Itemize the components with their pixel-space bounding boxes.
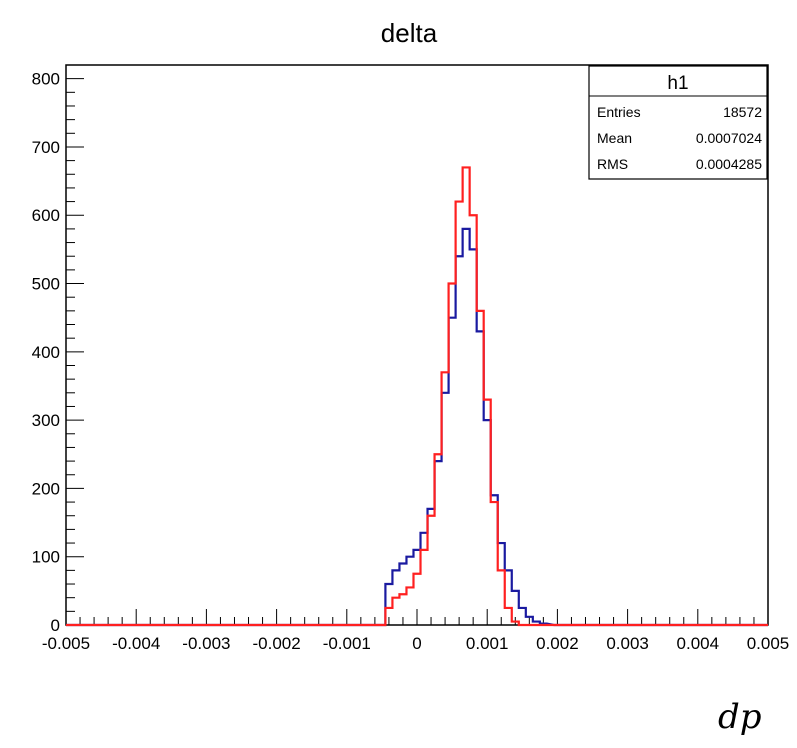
stats-mean-value: 0.0007024 [696,130,762,146]
x-tick-label: -0.002 [252,634,300,653]
x-tick-label: 0.003 [606,634,649,653]
y-tick-label: 600 [32,206,60,225]
x-tick-label: 0.004 [677,634,720,653]
stats-mean-label: Mean [597,130,632,146]
stats-rms-label: RMS [597,156,628,172]
series-line-0 [66,227,768,627]
x-axis-label: dp [718,697,762,737]
x-tick-label: -0.003 [182,634,230,653]
y-tick-label: 200 [32,479,60,498]
series-line-1 [66,166,768,627]
y-tick-label: 100 [32,548,60,567]
x-tick-label: 0.002 [536,634,579,653]
stats-box-title: h1 [667,73,688,94]
x-tick-label: 0.005 [747,634,790,653]
x-tick-label: -0.005 [42,634,90,653]
y-tick-label: 300 [32,411,60,430]
x-tick-label: -0.004 [112,634,160,653]
chart-title: delta [381,18,438,48]
stats-entries-label: Entries [597,104,641,120]
x-tick-label: 0.001 [466,634,509,653]
y-tick-label: 500 [32,275,60,294]
tick-layer: -0.005 -0.004 -0.003 -0.002 -0.001 0 0.001 0.00… [32,64,790,653]
stats-rms-value: 0.0004285 [696,156,762,172]
y-tick-label: 700 [32,138,60,157]
y-tick-label: 800 [32,70,60,89]
series-layer [66,166,768,627]
stats-box: h1 Entries 18572 Mean 0.0007024 RMS 0.00… [588,65,768,180]
x-tick-label: -0.001 [323,634,371,653]
stats-entries-value: 18572 [723,104,762,120]
y-tick-label: 400 [32,343,60,362]
x-tick-label: 0 [412,634,421,653]
y-tick-label: 0 [51,616,60,635]
